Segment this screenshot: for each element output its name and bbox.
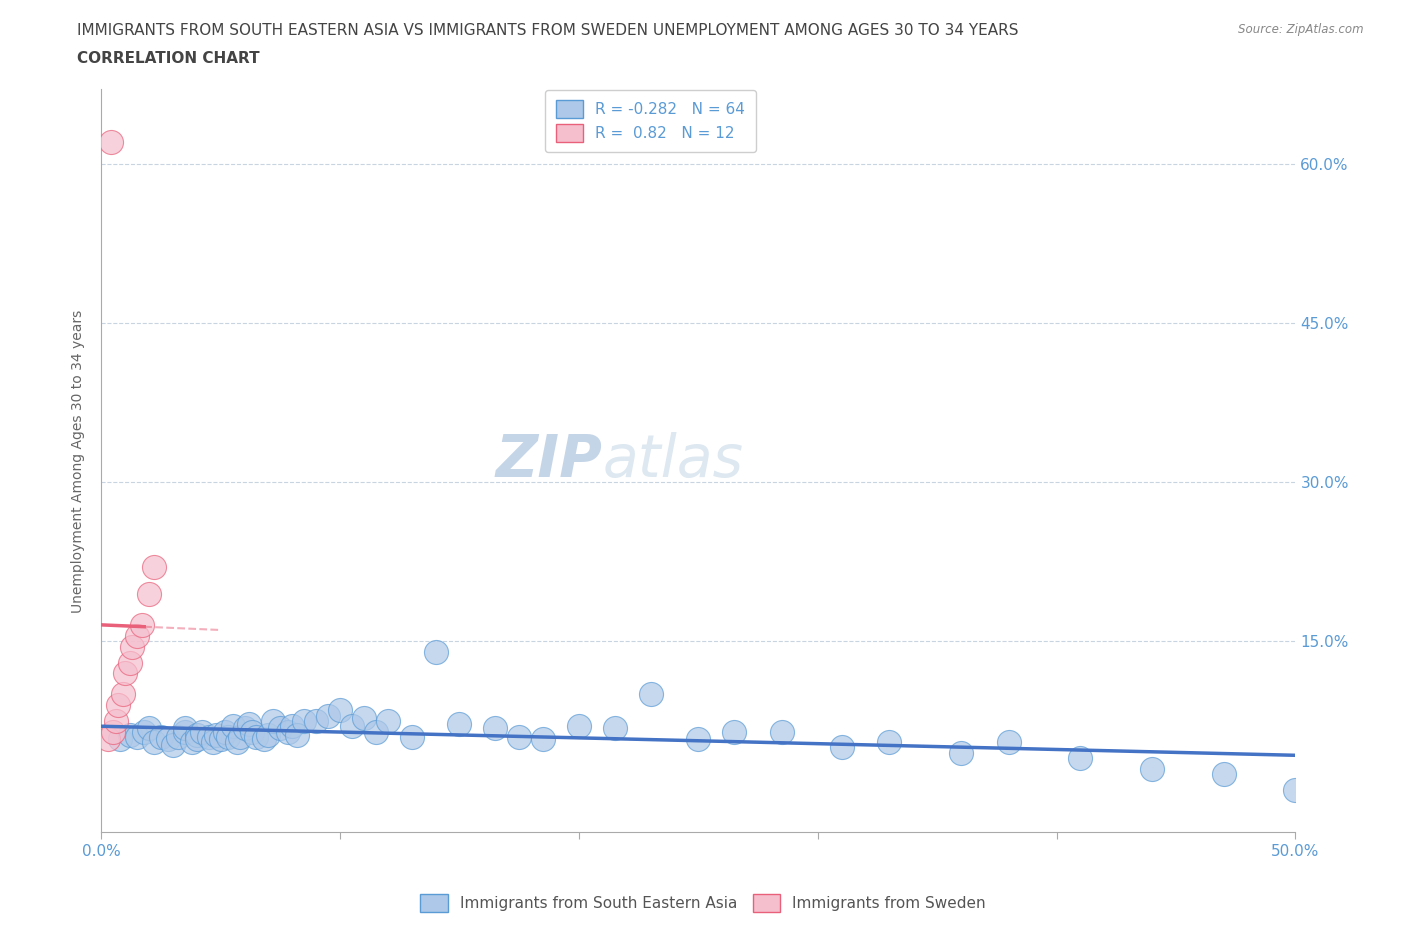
Legend: R = -0.282   N = 64, R =  0.82   N = 12: R = -0.282 N = 64, R = 0.82 N = 12	[546, 89, 756, 153]
Point	[125, 629, 148, 644]
Point	[162, 737, 184, 752]
Point	[131, 618, 153, 632]
Point	[640, 687, 662, 702]
Point	[110, 732, 132, 747]
Point	[377, 713, 399, 728]
Point	[100, 135, 122, 150]
Point	[157, 732, 180, 747]
Point	[125, 729, 148, 744]
Point	[364, 724, 387, 739]
Point	[1284, 782, 1306, 797]
Point	[998, 735, 1021, 750]
Point	[425, 644, 447, 659]
Point	[568, 719, 591, 734]
Point	[508, 729, 530, 744]
Point	[114, 666, 136, 681]
Point	[107, 698, 129, 712]
Point	[723, 724, 745, 739]
Point	[688, 732, 710, 747]
Point	[138, 586, 160, 601]
Legend: Immigrants from South Eastern Asia, Immigrants from Sweden: Immigrants from South Eastern Asia, Immi…	[413, 888, 993, 918]
Point	[209, 732, 232, 747]
Text: IMMIGRANTS FROM SOUTH EASTERN ASIA VS IMMIGRANTS FROM SWEDEN UNEMPLOYMENT AMONG : IMMIGRANTS FROM SOUTH EASTERN ASIA VS IM…	[77, 23, 1019, 38]
Point	[305, 713, 328, 728]
Point	[166, 729, 188, 744]
Point	[173, 721, 195, 736]
Point	[202, 735, 225, 750]
Point	[276, 724, 298, 739]
Point	[221, 719, 243, 734]
Point	[149, 729, 172, 744]
Point	[142, 735, 165, 750]
Point	[186, 727, 208, 742]
Point	[329, 703, 352, 718]
Point	[1069, 751, 1091, 765]
Point	[281, 719, 304, 734]
Point	[104, 713, 127, 728]
Text: ZIP: ZIP	[496, 432, 603, 489]
Point	[214, 724, 236, 739]
Point	[1212, 766, 1234, 781]
Point	[233, 721, 256, 736]
Point	[205, 727, 228, 742]
Point	[226, 735, 249, 750]
Point	[197, 729, 219, 744]
Point	[186, 732, 208, 747]
Point	[340, 719, 363, 734]
Point	[770, 724, 793, 739]
Point	[449, 717, 471, 732]
Point	[257, 727, 280, 742]
Point	[97, 732, 120, 747]
Text: CORRELATION CHART: CORRELATION CHART	[77, 51, 260, 66]
Point	[181, 735, 204, 750]
Point	[173, 724, 195, 739]
Point	[142, 560, 165, 575]
Point	[138, 721, 160, 736]
Point	[229, 729, 252, 744]
Point	[831, 740, 853, 755]
Point	[118, 655, 141, 670]
Point	[316, 709, 339, 724]
Point	[879, 735, 901, 750]
Point	[292, 713, 315, 728]
Point	[245, 729, 267, 744]
Point	[111, 687, 134, 702]
Point	[101, 724, 124, 739]
Point	[253, 732, 276, 747]
Text: Source: ZipAtlas.com: Source: ZipAtlas.com	[1239, 23, 1364, 36]
Point	[353, 711, 375, 725]
Point	[484, 721, 506, 736]
Text: atlas: atlas	[603, 432, 744, 489]
Point	[217, 729, 239, 744]
Point	[121, 639, 143, 654]
Point	[401, 729, 423, 744]
Point	[118, 727, 141, 742]
Point	[190, 724, 212, 739]
Point	[531, 732, 554, 747]
Point	[950, 745, 973, 760]
Point	[262, 713, 284, 728]
Point	[1140, 762, 1163, 777]
Point	[269, 721, 291, 736]
Point	[285, 727, 308, 742]
Point	[240, 724, 263, 739]
Y-axis label: Unemployment Among Ages 30 to 34 years: Unemployment Among Ages 30 to 34 years	[72, 310, 86, 613]
Point	[603, 721, 626, 736]
Point	[238, 717, 260, 732]
Point	[134, 724, 156, 739]
